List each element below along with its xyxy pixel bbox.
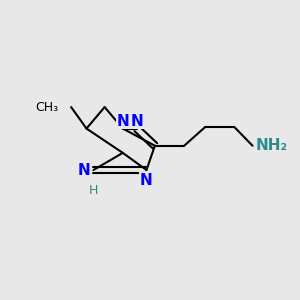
Text: N: N — [140, 173, 153, 188]
Text: N: N — [78, 163, 91, 178]
Text: N: N — [116, 113, 129, 128]
Text: N: N — [130, 113, 143, 128]
Text: NH₂: NH₂ — [256, 138, 288, 153]
Text: CH₃: CH₃ — [35, 100, 58, 114]
Text: H: H — [89, 184, 98, 196]
